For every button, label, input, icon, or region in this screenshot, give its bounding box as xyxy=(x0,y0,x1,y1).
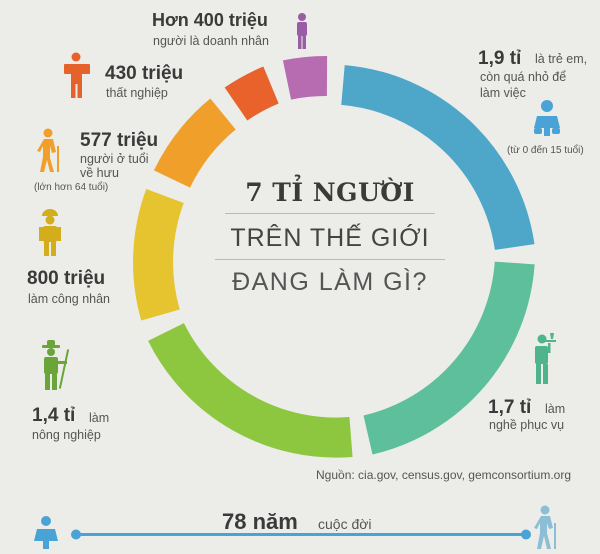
unemployed-desc: thất nghiệp xyxy=(106,86,168,100)
services-desc-1: làm xyxy=(545,402,566,416)
unemployed-count: 430 triệu xyxy=(105,63,184,84)
children-desc-3: làm việc xyxy=(480,86,526,100)
segment-business xyxy=(282,56,328,100)
agriculture-desc-2: nông nghiệp xyxy=(32,428,101,442)
agriculture-count: 1,4 tỉ xyxy=(32,405,76,426)
title-line-2: Trên thế giới xyxy=(230,224,430,252)
segment-services xyxy=(363,261,535,455)
title-divider-1 xyxy=(225,213,435,214)
elder-timeline-icon xyxy=(534,505,556,549)
retired-note: (lớn hơn 64 tuổi) xyxy=(34,182,109,193)
segment-unemployed xyxy=(224,66,280,121)
segment-children xyxy=(340,65,535,251)
services-count: 1,7 tỉ xyxy=(488,397,532,418)
waiter-icon xyxy=(535,333,556,384)
elder-icon xyxy=(37,128,59,172)
baby-timeline-icon xyxy=(34,516,58,549)
workers-count: 800 triệu xyxy=(27,268,106,289)
segment-retired xyxy=(153,98,237,189)
retired-desc-2: về hưu xyxy=(80,166,119,180)
businessman-icon xyxy=(297,13,307,49)
retired-count: 577 triệu xyxy=(80,130,159,151)
services-desc-2: nghề phục vụ xyxy=(489,418,565,432)
baby-icon xyxy=(534,100,560,136)
segment-workers xyxy=(133,189,184,321)
title-line-1: 7 tỉ người xyxy=(245,178,415,207)
children-count: 1,9 tỉ xyxy=(478,48,522,69)
agriculture-desc-1: làm xyxy=(89,411,110,425)
title-divider-2 xyxy=(215,259,445,260)
lifetime-timeline xyxy=(71,529,531,540)
worker-icon xyxy=(39,209,61,256)
center-title: 7 tỉ người Trên thế giới Đang làm gì? xyxy=(205,178,455,297)
farmer-icon xyxy=(42,340,70,390)
children-desc-2: còn quá nhỏ để xyxy=(480,70,567,84)
children-desc-1: là trẻ em, xyxy=(535,52,588,66)
business-count: Hơn 400 triệu xyxy=(152,10,268,30)
title-line-3: Đang làm gì? xyxy=(232,268,428,296)
source-note: Nguồn: cia.gov, census.gov, gemconsortiu… xyxy=(316,468,572,482)
lifetime-years: 78 năm xyxy=(222,509,298,534)
retired-desc-1: người ở tuổi xyxy=(80,152,149,166)
children-note: (từ 0 đến 15 tuổi) xyxy=(507,145,584,156)
business-desc: người là doanh nhân xyxy=(153,34,269,48)
segment-agriculture xyxy=(148,322,353,458)
workers-desc: làm công nhân xyxy=(28,292,111,306)
unemployed-icon xyxy=(64,52,90,98)
lifetime-label: cuộc đời xyxy=(318,516,372,532)
